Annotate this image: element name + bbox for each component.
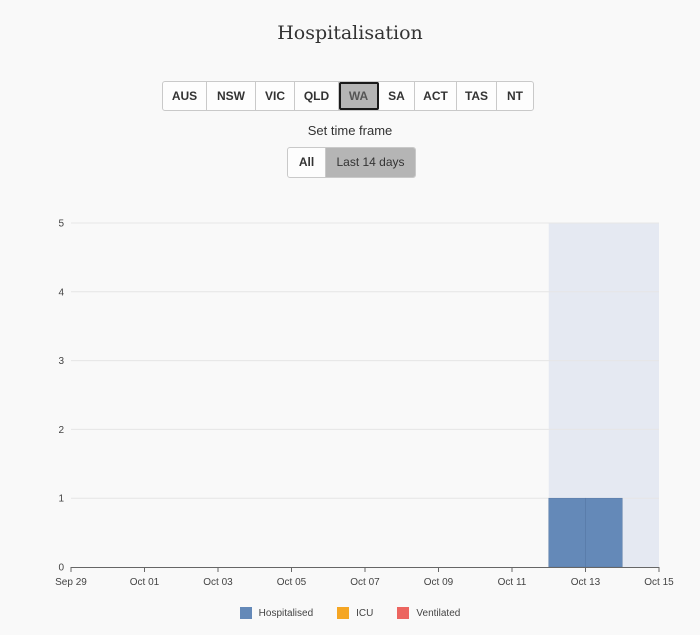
hospitalisation-chart: 0 1 2 3 4 5 Sep 29 Oct 01 Oct 03 Oct 05 Oct 07 Oct … xyxy=(55,219,674,589)
y-tick-label: 0 xyxy=(58,563,64,574)
x-tick-label: Oct 07 xyxy=(350,577,380,588)
y-tick-label: 5 xyxy=(58,219,64,230)
region-button-act[interactable]: ACT xyxy=(415,82,457,110)
chart-legend: Hospitalised ICU Ventilated xyxy=(0,607,700,619)
region-button-sa[interactable]: SA xyxy=(379,82,415,110)
x-tick-label: Oct 01 xyxy=(130,577,160,588)
timeframe-label: Set time frame xyxy=(307,123,393,138)
legend-label: Hospitalised xyxy=(258,607,314,619)
legend-label: Ventilated xyxy=(416,607,461,619)
timeframe-selector: All Last 14 days xyxy=(287,147,416,178)
x-tick-label: Sep 29 xyxy=(55,577,87,588)
legend-item-icu[interactable]: ICU xyxy=(337,607,373,619)
x-tick-label: Oct 05 xyxy=(277,577,307,588)
legend-item-hospitalised[interactable]: Hospitalised xyxy=(239,607,314,619)
x-tick-label: Oct 09 xyxy=(424,577,454,588)
y-tick-label: 2 xyxy=(58,425,64,436)
legend-swatch xyxy=(239,607,252,619)
x-tick-label: Oct 13 xyxy=(571,577,601,588)
y-tick-label: 1 xyxy=(58,494,64,505)
chart-title: Hospitalisation xyxy=(277,22,423,44)
y-tick-label: 4 xyxy=(58,287,64,298)
region-button-vic[interactable]: VIC xyxy=(256,82,295,110)
bar-hospitalised xyxy=(548,497,586,568)
y-tick-label: 3 xyxy=(58,356,64,367)
region-button-tas[interactable]: TAS xyxy=(457,82,497,110)
region-button-qld[interactable]: QLD xyxy=(295,82,339,110)
region-button-aus[interactable]: AUS xyxy=(163,82,207,110)
region-button-nsw[interactable]: NSW xyxy=(207,82,256,110)
legend-item-ventilated[interactable]: Ventilated xyxy=(397,607,460,619)
legend-label: ICU xyxy=(356,607,374,619)
region-button-nt[interactable]: NT xyxy=(507,89,523,103)
region-button-wa[interactable]: WA xyxy=(339,82,379,110)
x-tick-label: Oct 11 xyxy=(498,577,527,588)
legend-swatch xyxy=(337,607,350,619)
region-selector: AUS NSW VIC QLD WA SA ACT TAS NT xyxy=(162,81,534,111)
bar-hospitalised xyxy=(585,497,623,568)
x-tick-label: Oct 03 xyxy=(203,577,233,588)
legend-swatch xyxy=(397,607,410,619)
timeframe-all-button[interactable]: All xyxy=(288,148,326,177)
timeframe-last-14-days-button[interactable]: Last 14 days xyxy=(326,148,415,177)
x-tick-label: Oct 15 xyxy=(644,577,674,588)
